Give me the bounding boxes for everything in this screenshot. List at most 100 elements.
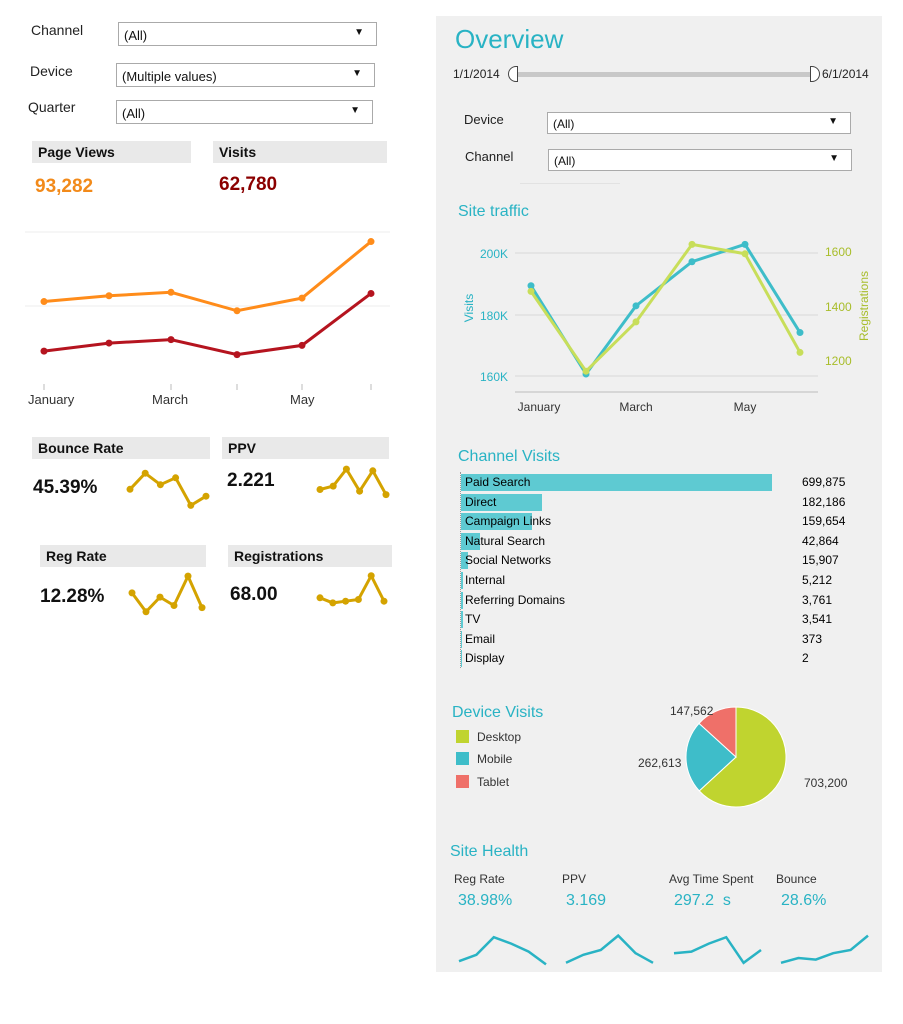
traffic-y-tick: 160K <box>480 370 508 384</box>
traffic-y-right-tick: 1600 <box>825 245 852 259</box>
health-label-bounce: Bounce <box>776 872 817 886</box>
sparkline-point <box>184 572 192 580</box>
channel-value: 373 <box>802 631 823 646</box>
pie-label-tablet: 147,562 <box>670 704 714 718</box>
channel-label: Direct <box>465 494 497 509</box>
quarter-filter-value: (All) <box>122 106 146 121</box>
channel-value: 5,212 <box>802 573 833 587</box>
sparkline-point <box>126 485 134 493</box>
date-range-start-handle[interactable] <box>508 66 518 82</box>
channel-row[interactable]: Email <box>461 630 781 648</box>
channel-label: Referring Domains <box>465 592 566 607</box>
traffic-point <box>796 348 804 356</box>
health-value-reg-rate: 38.98% <box>458 892 513 909</box>
bounce-rate-value: 45.39% <box>33 477 98 498</box>
channel-row[interactable]: Display <box>461 650 781 668</box>
traffic-point <box>741 250 749 258</box>
visits-line-point <box>40 347 48 355</box>
visits-line <box>43 292 372 357</box>
sparkline-point <box>380 597 388 605</box>
page-views-line-point <box>40 298 48 306</box>
channel-bar <box>461 532 481 550</box>
page-views-header: Page Views <box>32 141 191 163</box>
visits-line-point <box>367 289 375 297</box>
x-tick-label-january: January <box>28 392 75 407</box>
site-health-title: Site Health <box>450 843 529 860</box>
channel-row[interactable]: Referring Domains <box>461 591 781 609</box>
channel-filter-label: Channel <box>31 22 84 38</box>
sparkline-path <box>319 572 386 605</box>
chevron-down-icon: ▼ <box>352 68 362 79</box>
overview-device-label: Device <box>464 112 504 127</box>
channel-row[interactable]: Campaign Links <box>461 513 781 531</box>
traffic-point <box>688 258 696 266</box>
traffic-point <box>632 318 640 326</box>
traffic-x-tick-may: May <box>734 400 757 414</box>
pie-slice-tablet[interactable] <box>698 706 737 759</box>
sparkline-point <box>202 492 210 500</box>
channel-value: 42,864 <box>802 533 839 548</box>
device-filter-select[interactable]: (Multiple values) ▼ <box>116 63 375 87</box>
sparkline-point <box>170 602 178 609</box>
reg-rate-sparkline <box>128 572 206 616</box>
traffic-y-right-axis-label: Registrations <box>857 271 871 341</box>
page-views-line <box>43 240 372 313</box>
chevron-down-icon: ▼ <box>350 105 360 116</box>
legend-swatch-mobile <box>456 752 469 765</box>
sparkline-point <box>382 491 390 499</box>
chevron-down-icon: ▼ <box>829 153 839 164</box>
channel-row[interactable]: Paid Search <box>461 474 781 491</box>
channel-bar <box>461 650 462 668</box>
channel-filter-select[interactable]: (All) ▼ <box>118 22 377 46</box>
channel-label: Email <box>465 631 496 646</box>
channel-row[interactable]: Natural Search <box>461 532 781 550</box>
visits-value: 62,780 <box>219 174 278 195</box>
x-tick-label-march: March <box>152 392 188 407</box>
ppv-sparkline <box>316 465 390 499</box>
sparkline-point <box>316 486 324 493</box>
date-range-track[interactable] <box>517 72 813 77</box>
channel-bar <box>461 572 464 589</box>
overview-device-select[interactable]: (All) ▼ <box>547 112 851 134</box>
channel-row[interactable]: Internal <box>461 572 781 589</box>
sparkline-path <box>673 935 762 965</box>
health-label-reg-rate: Reg Rate <box>454 872 505 886</box>
pie-slice-desktop[interactable] <box>698 706 787 808</box>
sparkline-point <box>354 596 362 603</box>
divider <box>520 183 620 184</box>
quarter-filter-select[interactable]: (All) ▼ <box>116 100 373 124</box>
sparkline-point <box>172 474 180 482</box>
traffic-line-1 <box>529 242 802 374</box>
registrations-header: Registrations <box>228 545 392 567</box>
page-views-line-point <box>298 294 306 302</box>
pie-slice-mobile[interactable] <box>685 722 737 792</box>
sparkline-point <box>342 597 350 605</box>
site-traffic-title: Site traffic <box>458 203 529 220</box>
legend-label-desktop: Desktop <box>477 730 522 744</box>
traffic-x-tick-march: March <box>619 400 652 414</box>
traffic-y-tick: 180K <box>480 309 508 323</box>
channel-row[interactable]: Social Networks <box>461 552 781 570</box>
channel-bar <box>461 630 462 648</box>
health-sparkline-avg-time <box>673 935 762 965</box>
ppv-header: PPV <box>222 437 389 459</box>
channel-label: Campaign Links <box>465 514 552 529</box>
sparkline-point <box>329 599 337 607</box>
overview-channel-select[interactable]: (All) ▼ <box>548 149 852 171</box>
traffic-point <box>527 287 535 295</box>
bounce-rate-header: Bounce Rate <box>32 437 210 459</box>
channel-value: 3,761 <box>802 592 833 607</box>
overview-device-value: (All) <box>553 117 575 131</box>
site-traffic-chart: 200K 180K 160K 1600 1400 1200 Visits Reg… <box>462 240 871 414</box>
channel-row[interactable]: Direct <box>461 493 781 511</box>
page-views-line-point <box>233 307 241 315</box>
x-tick-label-may: May <box>290 392 315 407</box>
visits-line-point <box>167 336 175 344</box>
channel-value: 2 <box>802 651 809 666</box>
health-value-bounce: 28.6% <box>781 892 827 909</box>
health-value-avg-time: 297.2 s <box>674 892 731 909</box>
reg-rate-header: Reg Rate <box>40 545 206 567</box>
channel-row[interactable]: TV <box>461 611 781 629</box>
legend-label-mobile: Mobile <box>477 752 513 766</box>
page-views-line-point <box>105 292 113 300</box>
